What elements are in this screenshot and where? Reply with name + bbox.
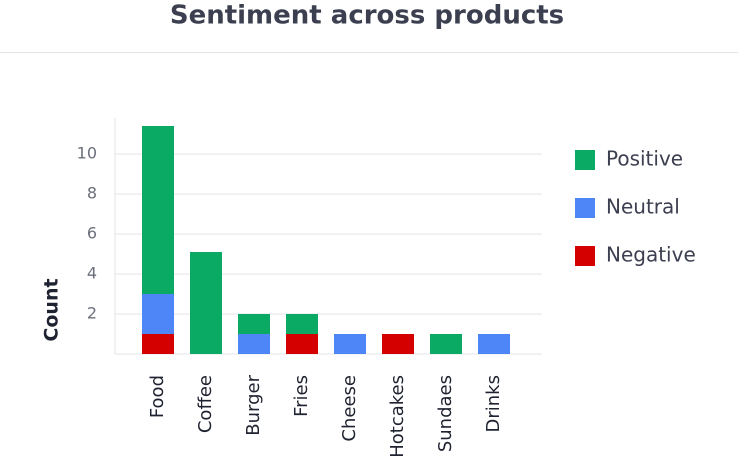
y-axis-label: Count [41,278,63,341]
bar-segment [142,334,174,354]
bar-segment [142,126,174,294]
bar-segment [286,334,318,354]
chart-title: Sentiment across products [170,1,564,31]
bar-segment [142,294,174,334]
y-tick-label: 8 [87,184,97,203]
bar-segment [430,334,462,354]
bar-segment [238,314,270,334]
legend-label: Neutral [606,195,680,219]
y-tick-label: 2 [87,304,97,323]
legend-swatch [575,150,595,170]
bar-segment [190,252,222,354]
bar-segment [286,314,318,334]
y-tick-label: 4 [87,264,97,283]
x-tick-label: Drinks [483,375,504,432]
legend-swatch [575,198,595,218]
x-tick-label: Burger [243,374,264,435]
bar-segment [478,334,510,354]
x-tick-label: Fries [291,375,312,417]
x-tick-label: Cheese [339,375,360,442]
y-tick-label: 6 [87,224,97,243]
legend-label: Negative [606,243,696,267]
bar-segment [334,334,366,354]
y-tick-label: 10 [77,144,97,163]
x-tick-label: Sundaes [435,375,456,452]
bar-segment [382,334,414,354]
x-tick-label: Food [147,375,168,418]
bar-segment [238,334,270,354]
x-tick-label: Coffee [195,375,216,433]
legend-swatch [575,246,595,266]
x-tick-label: Hotcakes [387,375,408,458]
legend-label: Positive [606,147,683,171]
